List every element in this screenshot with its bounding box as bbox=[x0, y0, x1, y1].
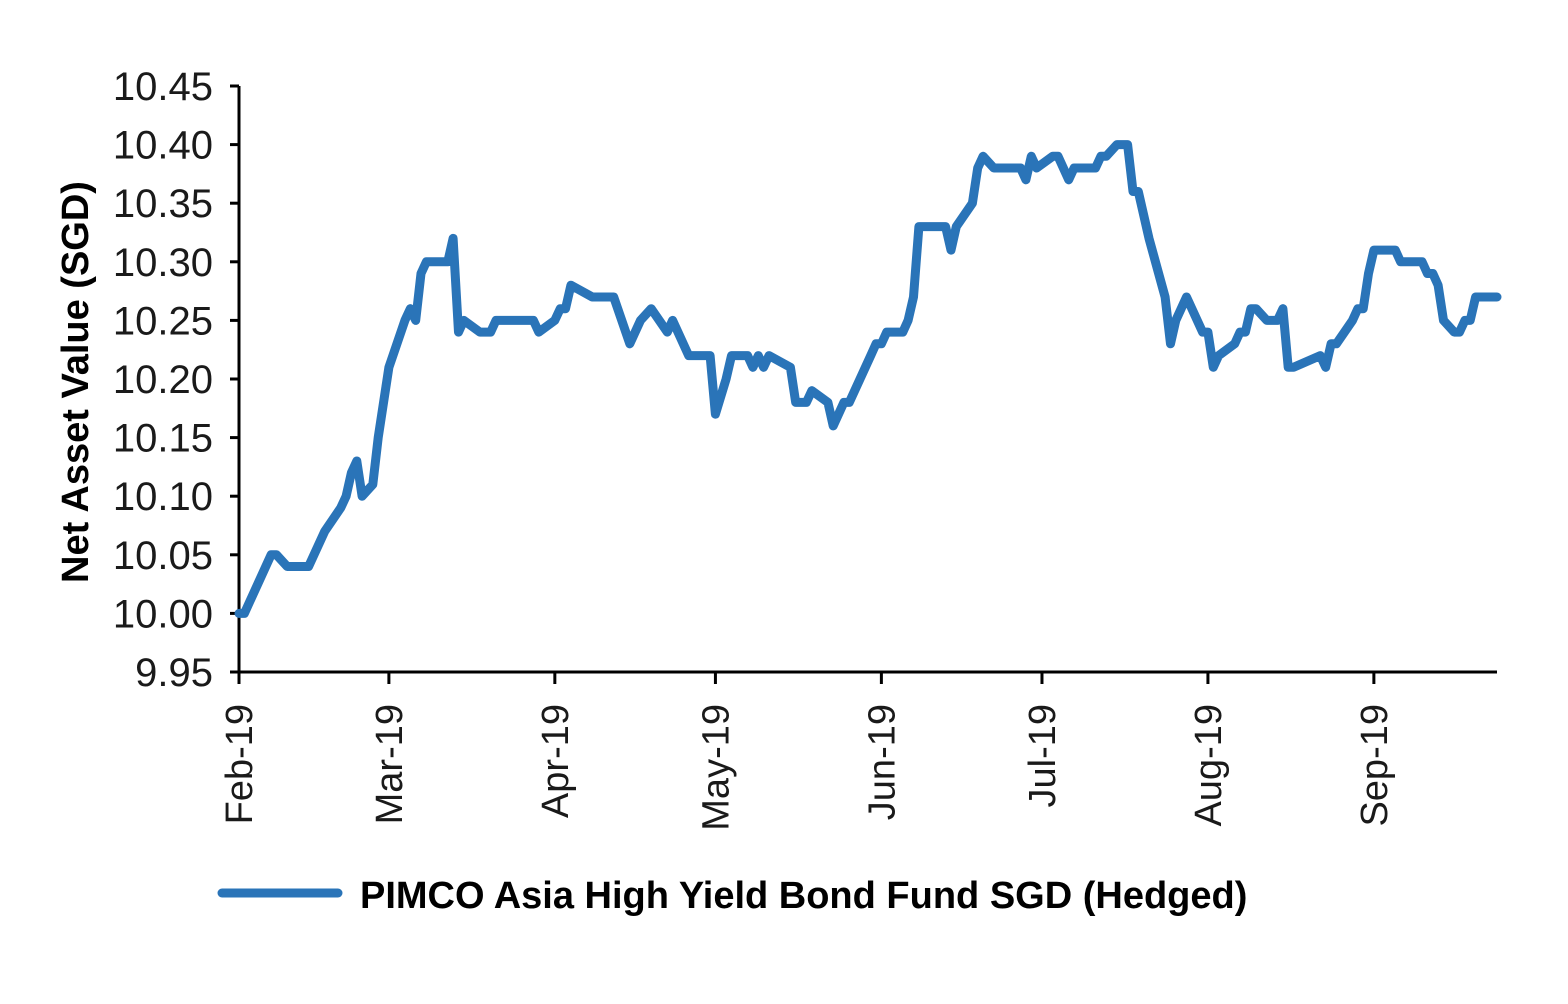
y-axis-ticks: 10.45 10.40 10.35 10.30 10.25 10.20 10.15 10.10… bbox=[113, 65, 239, 695]
x-tick-label: Apr-19 bbox=[535, 704, 577, 818]
y-tick-label: 10.40 bbox=[113, 124, 213, 168]
y-tick-label: 10.35 bbox=[113, 182, 213, 226]
x-tick-label: Jul-19 bbox=[1022, 704, 1064, 808]
y-axis-label: Net Asset Value (SGD) bbox=[55, 181, 97, 583]
x-axis-ticks: Feb-19 Mar-19 Apr-19 May-19 Jun-19 Jul-19 Aug-… bbox=[219, 672, 1396, 831]
y-tick-label: 10.30 bbox=[113, 241, 213, 285]
y-tick-label: 10.45 bbox=[113, 65, 213, 109]
y-tick-label: 10.25 bbox=[113, 299, 213, 343]
legend: PIMCO Asia High Yield Bond Fund SGD (Hed… bbox=[217, 875, 1247, 917]
x-tick-label: Mar-19 bbox=[369, 704, 411, 824]
series-layer bbox=[234, 140, 1502, 618]
y-tick-label: 9.95 bbox=[135, 651, 213, 695]
y-tick-label: 10.20 bbox=[113, 358, 213, 402]
legend-label: PIMCO Asia High Yield Bond Fund SGD (Hed… bbox=[360, 875, 1247, 917]
series-line-0 bbox=[234, 140, 1502, 618]
y-tick-label: 10.10 bbox=[113, 475, 213, 519]
y-tick-label: 10.15 bbox=[113, 417, 213, 461]
x-tick-label: Aug-19 bbox=[1188, 704, 1230, 827]
y-tick-label: 10.05 bbox=[113, 534, 213, 578]
x-tick-label: Sep-19 bbox=[1354, 704, 1396, 827]
y-tick-label: 10.00 bbox=[113, 592, 213, 636]
x-tick-label: Feb-19 bbox=[219, 704, 261, 824]
x-tick-label: Jun-19 bbox=[861, 704, 903, 820]
x-tick-label: May-19 bbox=[695, 704, 737, 831]
